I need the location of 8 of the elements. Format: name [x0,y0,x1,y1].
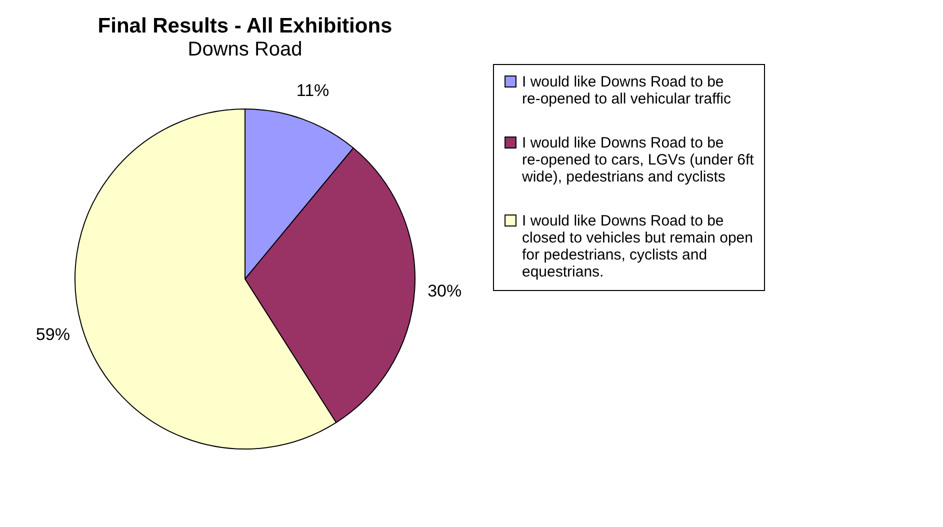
data-label: 11% [296,80,330,100]
legend-label: I would like Downs Road to be re-opened to all vehicular traffic [522,74,732,108]
chart-subtitle: Downs Road [188,38,302,60]
data-label: 30% [428,282,462,301]
legend-label: I would like Downs Road to be closed to vehicles but remain open for pedestrians, cyclists and equestrians. [522,212,753,280]
legend-label: I would like Downs Road to be re-opened to cars, LGVs (under 6ft wide), pedestrians and cyclists [521,134,755,186]
data-label: 59% [36,324,70,344]
chart-title: Final Results - All Exhibitions [98,14,392,38]
